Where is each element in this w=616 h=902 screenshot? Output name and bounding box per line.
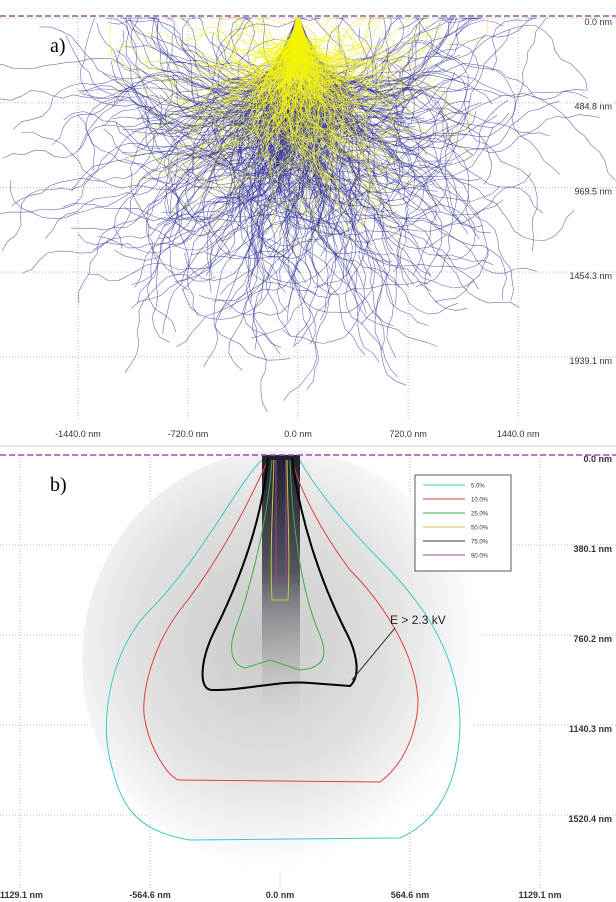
x-tick-label: -564.6 nm: [129, 890, 171, 900]
y-tick-label: 484.8 nm: [574, 102, 612, 112]
x-tick-label: 720.0 nm: [389, 429, 427, 439]
legend-label: 50.0%: [471, 526, 489, 532]
y-tick-label: 380.1 nm: [573, 544, 612, 554]
y-tick-label: 969.5 nm: [574, 186, 612, 196]
legend-label: 75.0%: [471, 540, 489, 546]
y-tick-label: 1454.3 nm: [569, 271, 612, 281]
contour-25: [231, 459, 325, 671]
energy-core: [262, 455, 300, 715]
trajectory: [290, 17, 306, 118]
y-tick-label: 760.2 nm: [573, 634, 612, 644]
x-tick-label: -1440.0 nm: [55, 429, 101, 439]
trajectory: [225, 17, 300, 111]
y-tick-label: 1939.1 nm: [569, 356, 612, 366]
trajectory: [298, 17, 399, 67]
x-tick-label: 1440.0 nm: [497, 429, 540, 439]
trajectory: [297, 17, 376, 61]
panel-label: a): [50, 35, 66, 57]
contour-field: [201, 457, 358, 692]
trajectory: [262, 17, 300, 48]
contour-50: [270, 459, 290, 601]
trajectory: [108, 17, 297, 69]
contour-10: [143, 459, 419, 783]
panel-label: b): [50, 474, 67, 496]
annotation-leader: [351, 627, 396, 681]
x-tick-label: -1129.1 nm: [0, 890, 43, 900]
annotation: E > 2.3 kV: [390, 613, 446, 627]
trajectory: [272, 17, 305, 107]
y-tick-label: 1140.3 nm: [569, 724, 612, 734]
trajectory: [270, 17, 300, 66]
legend-label: 90.0%: [471, 554, 489, 560]
trajectories: [0, 17, 616, 413]
x-tick-label: 564.6 nm: [391, 890, 430, 900]
panel-a: -1440.0 nm -720.0 nm 0.0 nm 720.0 nm 1440.0 …: [0, 15, 616, 439]
trajectory: [233, 17, 297, 73]
trajectory: [274, 17, 297, 74]
x-tick-label: 0.0 nm: [284, 429, 312, 439]
trajectory: [268, 17, 403, 172]
trajectory: [280, 17, 399, 174]
x-tick-label: 1129.1 nm: [519, 890, 562, 900]
legend-box: [414, 474, 512, 572]
panel-b: -1129.1 nm -564.6 nm 0.0 nm 564.6 nm 1129.1 …: [0, 450, 616, 900]
trajectory: [261, 17, 297, 141]
x-tick-label: -720.0 nm: [168, 429, 209, 439]
contour-5: [105, 459, 461, 841]
y-tick-label: 1520.4 nm: [568, 814, 612, 824]
trajectory: [233, 17, 298, 47]
x-tick-label: 0.0 nm: [266, 890, 295, 900]
legend-label: 10.0%: [471, 498, 489, 504]
trajectory: [251, 18, 302, 51]
trajectory: [296, 17, 388, 97]
y-tick-label: 0.0 nm: [584, 17, 612, 27]
y-tick-label: 0.0 nm: [583, 454, 612, 464]
legend-label: 25.0%: [471, 512, 489, 518]
trajectory: [299, 17, 359, 85]
legend-label: 5.0%: [471, 484, 485, 490]
contour-90: [275, 460, 287, 581]
